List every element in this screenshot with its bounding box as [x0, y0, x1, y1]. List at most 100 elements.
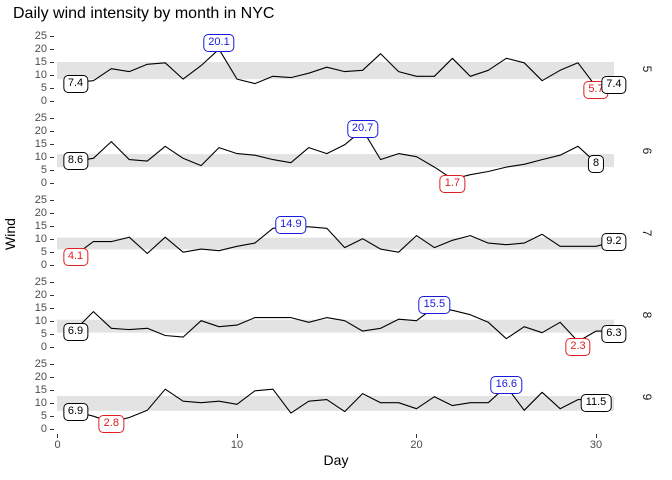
value-label-last: 9.2: [601, 232, 627, 251]
y-tick-label: 25: [34, 112, 47, 124]
y-tick-label: 0: [40, 259, 47, 271]
value-label-last: 8: [587, 154, 605, 173]
y-tick-mark: [50, 88, 54, 89]
y-tick-mark: [50, 49, 54, 50]
y-tick-label: 10: [34, 233, 47, 245]
y-tick-label: 0: [40, 341, 47, 353]
typical-range-band: [57, 62, 614, 80]
value-label-max: 15.5: [418, 296, 451, 315]
value-label-max: 16.6: [490, 376, 523, 395]
y-tick-label: 5: [40, 410, 47, 422]
value-label-last: 7.4: [601, 76, 627, 95]
y-tick-mark: [50, 170, 54, 171]
y-tick-mark: [50, 213, 54, 214]
y-tick-mark: [50, 183, 54, 184]
typical-range-band: [57, 237, 614, 250]
x-tick-label: 30: [589, 439, 603, 451]
value-label-last: 6.3: [601, 325, 627, 344]
y-tick-label: 0: [40, 177, 47, 189]
y-tick-label: 10: [34, 151, 47, 163]
y-tick-mark: [50, 347, 54, 348]
y-tick-label: 5: [40, 164, 47, 176]
value-label-first: 6.9: [62, 322, 89, 341]
y-tick-label: 20: [34, 207, 47, 219]
wind-line-month-7: [75, 226, 615, 256]
y-tick-mark: [50, 118, 54, 119]
y-tick-label: 20: [34, 125, 47, 137]
y-tick-mark: [50, 364, 54, 365]
y-tick-label: 10: [34, 69, 47, 81]
y-tick-mark: [50, 75, 54, 76]
value-label-min: 2.3: [565, 337, 591, 356]
y-tick-label: 10: [34, 397, 47, 409]
value-label-first: 7.4: [62, 75, 89, 94]
value-label-first: 8.6: [62, 152, 89, 171]
y-tick-label: 5: [40, 328, 47, 340]
y-tick-mark: [50, 403, 54, 404]
y-tick-mark: [50, 157, 54, 158]
facet-strip-label-month-6: 6: [640, 147, 654, 155]
wind-line-month-6: [75, 129, 597, 180]
y-tick-label: 10: [34, 315, 47, 327]
y-tick-label: 25: [34, 30, 47, 42]
y-tick-label: 5: [40, 246, 47, 258]
y-tick-mark: [50, 265, 54, 266]
y-tick-mark: [50, 252, 54, 253]
value-label-max: 14.9: [275, 215, 307, 234]
y-tick-label: 15: [34, 384, 47, 396]
value-label-last: 11.5: [580, 393, 612, 412]
y-tick-label: 25: [34, 358, 47, 370]
y-tick-mark: [50, 321, 54, 322]
facet-strip-label-month-9: 9: [640, 393, 654, 401]
typical-range-band: [57, 319, 614, 333]
y-tick-mark: [50, 62, 54, 63]
y-tick-mark: [50, 295, 54, 296]
y-tick-label: 0: [40, 423, 47, 435]
x-tick-mark: [416, 433, 417, 438]
value-label-max: 20.7: [346, 119, 379, 138]
y-tick-mark: [50, 101, 54, 102]
y-tick-label: 15: [34, 220, 47, 232]
chart-title: Daily wind intensity by month in NYC: [13, 5, 275, 22]
y-tick-label: 20: [34, 43, 47, 55]
y-tick-label: 20: [34, 289, 47, 301]
y-tick-mark: [50, 416, 54, 417]
value-label-min: 1.7: [439, 175, 466, 194]
x-axis-title: Day: [323, 452, 349, 468]
value-label-min: 2.8: [98, 415, 124, 434]
y-tick-label: 25: [34, 276, 47, 288]
y-tick-label: 0: [40, 95, 47, 107]
y-tick-mark: [50, 429, 54, 430]
y-tick-mark: [50, 239, 54, 240]
wind-line-month-5: [75, 48, 615, 88]
facet-strip-label-month-8: 8: [640, 311, 654, 319]
wind-line-month-8: [75, 306, 614, 343]
y-tick-label: 15: [34, 56, 47, 68]
y-tick-label: 20: [34, 371, 47, 383]
x-tick-mark: [236, 433, 238, 438]
value-label-first: 6.9: [62, 402, 89, 421]
y-tick-mark: [50, 282, 54, 283]
y-tick-mark: [50, 334, 54, 335]
value-label-max: 20.1: [203, 34, 235, 53]
x-tick-label: 0: [54, 439, 61, 451]
y-tick-mark: [50, 308, 54, 309]
x-tick-mark: [595, 433, 597, 438]
value-label-min: 4.1: [62, 247, 89, 266]
y-tick-mark: [50, 226, 54, 227]
y-tick-label: 25: [34, 194, 47, 206]
y-tick-mark: [50, 36, 54, 37]
x-tick-label: 10: [230, 439, 244, 451]
y-tick-mark: [50, 131, 54, 132]
facet-strip-label-month-7: 7: [640, 229, 654, 237]
facet-strip-label-month-5: 5: [640, 65, 654, 73]
y-tick-mark: [50, 377, 54, 378]
y-tick-label: 15: [34, 138, 47, 150]
x-tick-label: 20: [410, 439, 423, 451]
y-tick-mark: [50, 390, 54, 391]
x-tick-mark: [57, 433, 58, 438]
y-tick-label: 5: [40, 82, 47, 94]
y-tick-mark: [50, 144, 54, 145]
